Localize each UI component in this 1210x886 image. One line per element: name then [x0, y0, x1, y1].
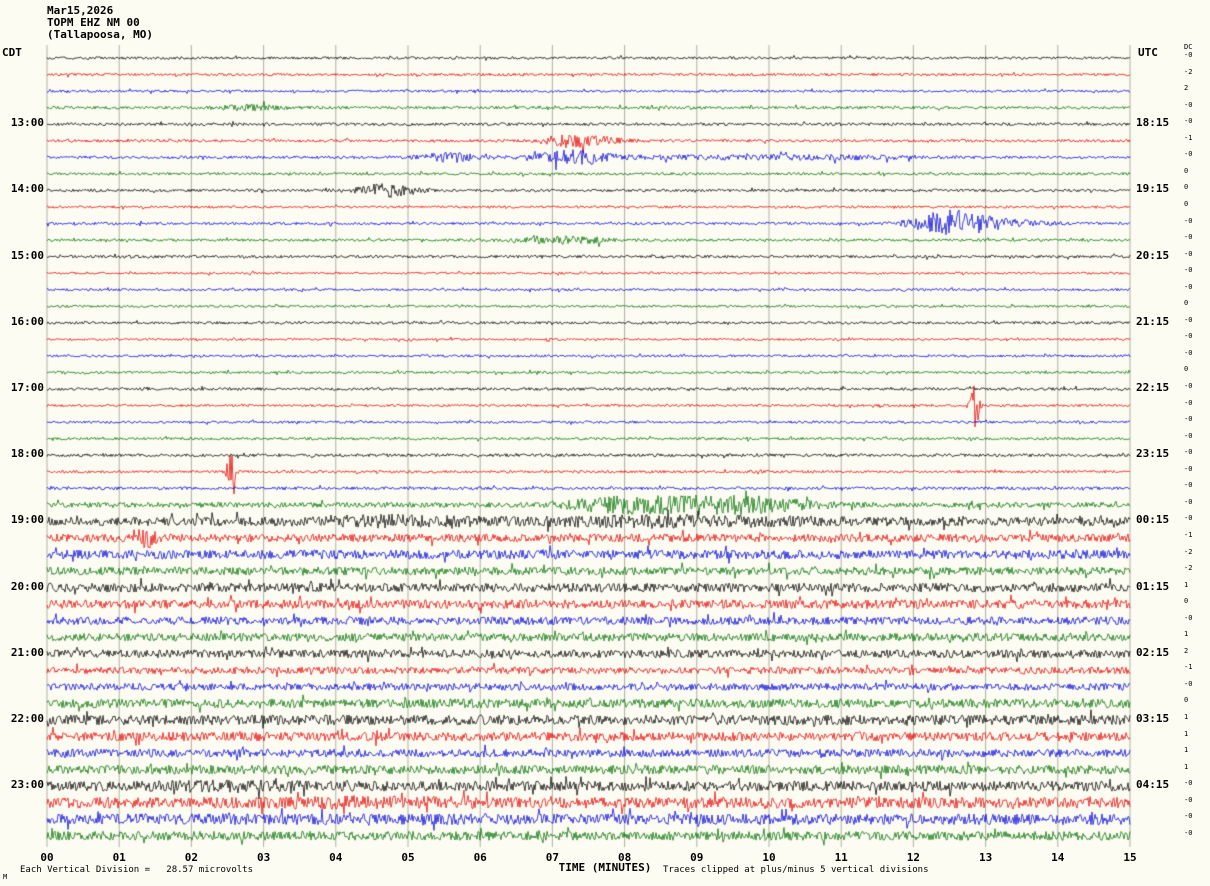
left-timezone-label: CDT — [2, 46, 22, 59]
dc-offset-label: 0 — [1184, 199, 1189, 208]
clip-note: Traces clipped at plus/minus 5 vertical … — [663, 865, 929, 875]
dc-offset-label: -0 — [1184, 828, 1193, 837]
dc-offset-label: 0 — [1184, 696, 1189, 705]
x-axis-title: TIME (MINUTES) — [558, 861, 652, 874]
dc-offset-label: -0 — [1184, 431, 1193, 440]
dc-offset-label: 1 — [1184, 580, 1189, 589]
dc-offset-label: -0 — [1184, 497, 1193, 506]
dc-offset-label: -0 — [1184, 382, 1193, 390]
left-time-label: 18:00 — [10, 447, 44, 461]
x-tick-label: 08 — [617, 851, 632, 864]
x-tick-label: 04 — [329, 851, 343, 864]
left-time-label: 20:00 — [10, 579, 44, 593]
right-time-label: 02:15 — [1136, 645, 1170, 659]
left-time-label: 19:00 — [10, 513, 44, 527]
x-tick-label: 13 — [978, 851, 993, 864]
x-tick-label: 12 — [906, 851, 921, 864]
dc-offset-label: -0 — [1184, 613, 1193, 622]
dc-offset-label: -0 — [1184, 216, 1193, 225]
dc-offset-label: -0 — [1184, 415, 1193, 424]
x-tick-label: 00 — [40, 851, 54, 864]
x-tick-label: 14 — [1051, 851, 1065, 864]
right-time-label: 21:15 — [1136, 314, 1170, 328]
dc-offset-label: -0 — [1184, 795, 1193, 804]
x-tick-label: 07 — [545, 851, 560, 864]
header-station-code: TOPM EHZ NM 00 — [47, 16, 140, 29]
right-time-label: 22:15 — [1136, 381, 1170, 394]
dc-offset-label: -2 — [1184, 67, 1193, 76]
dc-offset-label: -1 — [1184, 530, 1193, 539]
dc-offset-label: 1 — [1184, 746, 1189, 755]
dc-offset-label: 1 — [1184, 713, 1189, 721]
dc-offset-label: -0 — [1184, 481, 1193, 490]
right-time-label: 01:15 — [1136, 579, 1170, 593]
right-time-label: 03:15 — [1136, 712, 1170, 725]
right-time-label: 18:15 — [1136, 116, 1170, 130]
dc-offset-label: -0 — [1184, 51, 1193, 59]
vertical-division-scale-note: Each Vertical Division = 28.57 microvolt… — [20, 865, 253, 875]
right-time-label: 00:15 — [1136, 513, 1170, 527]
dc-offset-label: -0 — [1184, 233, 1193, 242]
left-time-label: 21:00 — [10, 645, 44, 659]
dc-offset-label: -0 — [1184, 448, 1193, 457]
dc-offset-label: 0 — [1184, 365, 1189, 374]
dc-offset-label: -0 — [1184, 679, 1193, 688]
dc-offset-label: 0 — [1184, 597, 1189, 606]
right-time-label: 19:15 — [1136, 182, 1170, 196]
right-timezone-label: UTC — [1138, 46, 1158, 59]
dc-offset-label: -0 — [1184, 282, 1193, 291]
left-time-label: 23:00 — [10, 778, 44, 792]
left-time-label: 14:00 — [10, 182, 44, 196]
header-date: Mar15,2026 — [47, 4, 114, 17]
left-time-label: 22:00 — [10, 712, 44, 725]
dc-offset-label: -2 — [1184, 547, 1193, 556]
dc-offset-label: -1 — [1184, 663, 1193, 672]
dc-offset-label: -0 — [1184, 150, 1193, 159]
corner-mark: M — [3, 873, 8, 881]
dc-offset-label: -2 — [1184, 564, 1193, 573]
dc-offset-label: 0 — [1184, 299, 1189, 308]
dc-offset-label: -0 — [1184, 266, 1193, 275]
x-tick-label: 10 — [762, 851, 776, 864]
dc-offset-label: 0 — [1184, 166, 1189, 175]
x-tick-label: 02 — [184, 851, 199, 864]
x-tick-label: 15 — [1123, 851, 1137, 864]
right-time-label: 23:15 — [1136, 447, 1170, 461]
x-tick-label: 09 — [690, 851, 704, 864]
left-time-label: 15:00 — [10, 248, 44, 262]
right-time-label: 20:15 — [1136, 248, 1170, 262]
dc-offset-label: -0 — [1184, 398, 1193, 407]
x-tick-label: 01 — [112, 851, 126, 864]
x-tick-label: 06 — [473, 851, 487, 864]
dc-offset-label: -0 — [1184, 464, 1193, 473]
dc-offset-label: 1 — [1184, 630, 1189, 639]
x-tick-label: 03 — [256, 851, 271, 864]
dc-column-label: DC — [1184, 43, 1193, 51]
dc-offset-label: -1 — [1184, 133, 1193, 142]
dc-offset-label: -0 — [1184, 514, 1193, 523]
dc-offset-label: 1 — [1184, 729, 1189, 738]
right-time-label: 04:15 — [1136, 778, 1170, 792]
header-station-location: (Tallapoosa, MO) — [47, 28, 153, 41]
dc-offset-label: -0 — [1184, 812, 1193, 821]
dc-offset-label: 2 — [1184, 84, 1189, 93]
dc-offset-label: -0 — [1184, 249, 1193, 258]
dc-offset-label: 1 — [1184, 762, 1189, 771]
dc-offset-label: -0 — [1184, 332, 1193, 341]
dc-offset-label: -0 — [1184, 100, 1193, 109]
dc-offset-label: -0 — [1184, 315, 1193, 324]
dc-offset-label: -0 — [1184, 348, 1193, 357]
dc-offset-label: -0 — [1184, 117, 1193, 126]
left-time-label: 16:00 — [10, 314, 44, 328]
x-tick-label: 11 — [834, 851, 848, 864]
dc-offset-label: -0 — [1184, 779, 1193, 788]
left-time-label: 13:00 — [10, 116, 44, 130]
dc-offset-label: 2 — [1184, 646, 1189, 655]
dc-offset-label: 0 — [1184, 183, 1189, 192]
x-tick-label: 05 — [401, 851, 415, 864]
left-time-label: 17:00 — [10, 381, 44, 394]
